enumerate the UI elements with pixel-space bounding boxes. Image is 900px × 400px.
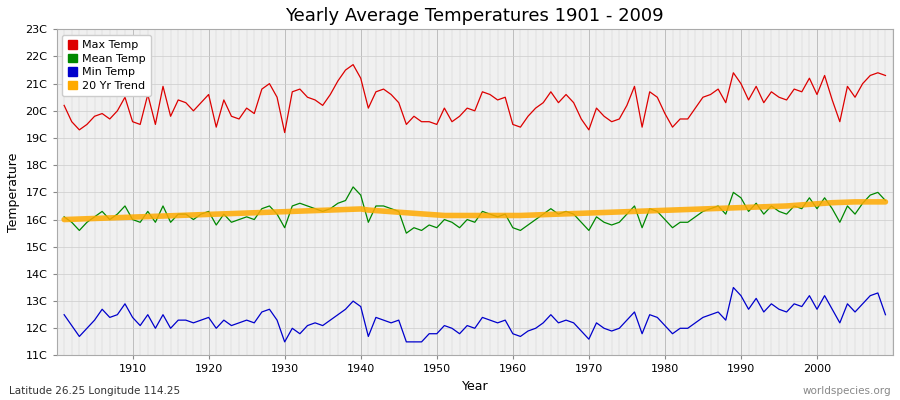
Legend: Max Temp, Mean Temp, Min Temp, 20 Yr Trend: Max Temp, Mean Temp, Min Temp, 20 Yr Tre…	[62, 35, 151, 96]
Text: Latitude 26.25 Longitude 114.25: Latitude 26.25 Longitude 114.25	[9, 386, 180, 396]
Y-axis label: Temperature: Temperature	[7, 153, 20, 232]
X-axis label: Year: Year	[462, 380, 488, 393]
Title: Yearly Average Temperatures 1901 - 2009: Yearly Average Temperatures 1901 - 2009	[285, 7, 664, 25]
Text: worldspecies.org: worldspecies.org	[803, 386, 891, 396]
